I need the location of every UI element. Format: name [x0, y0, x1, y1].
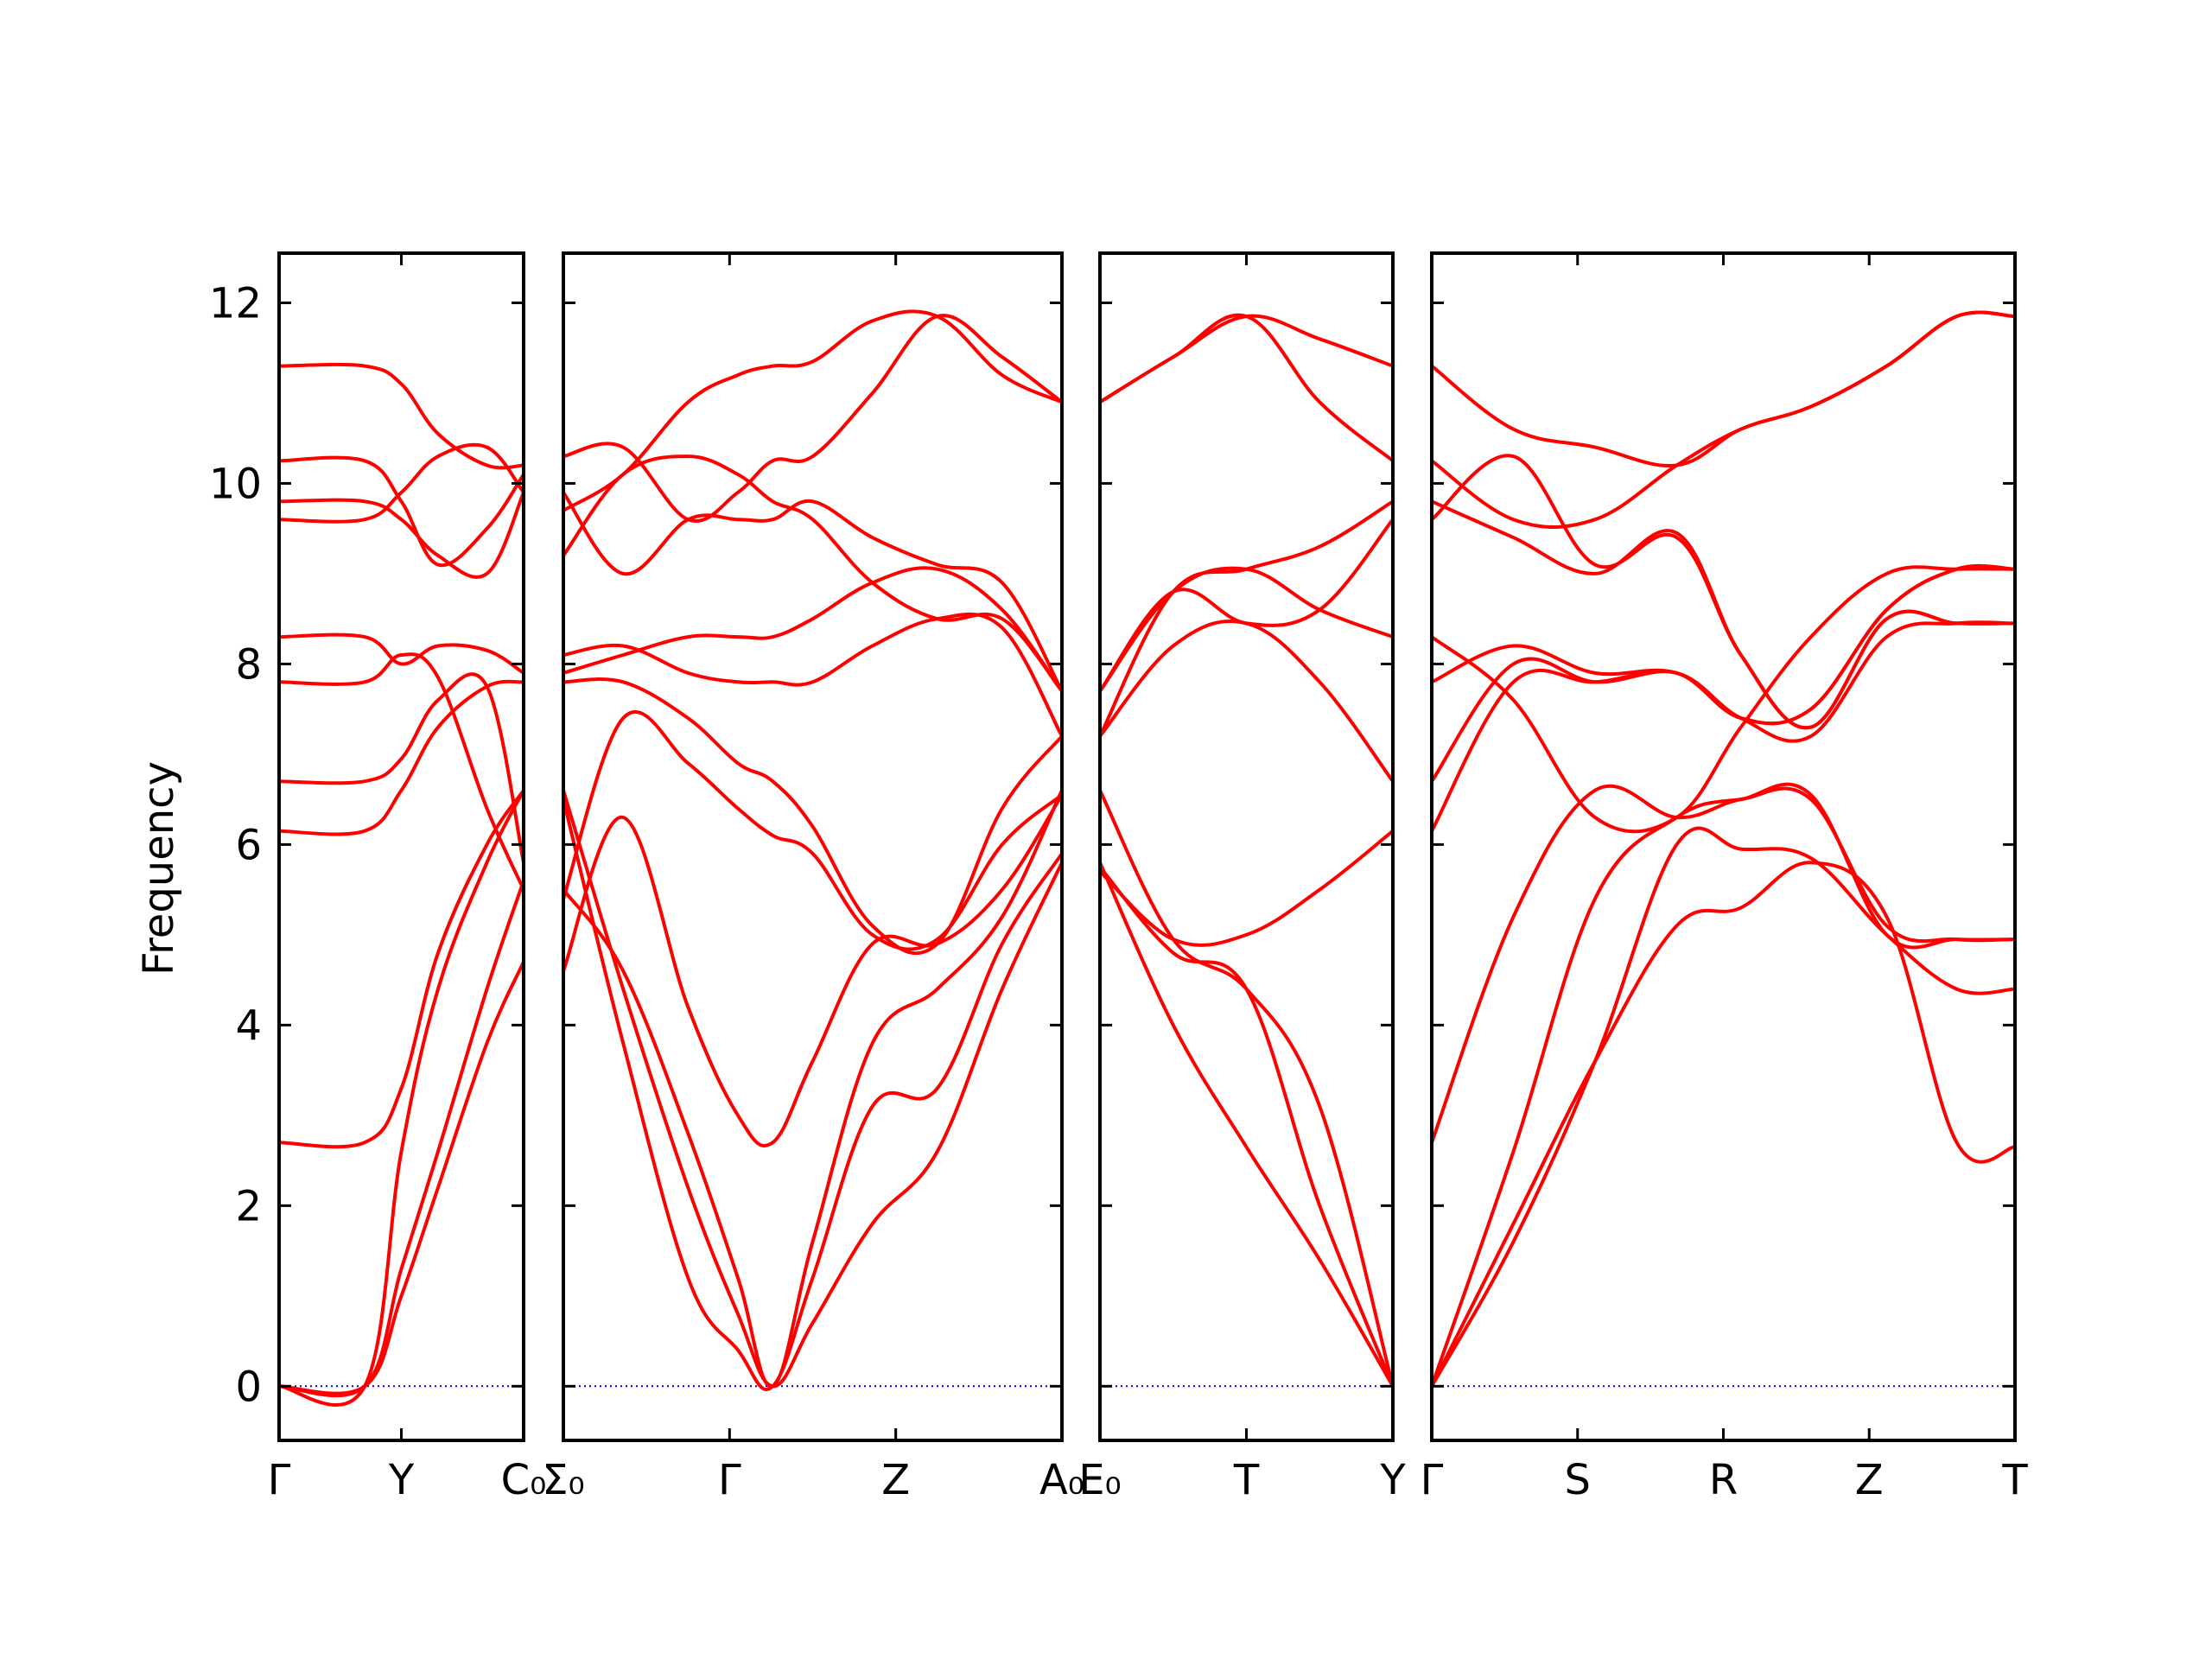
x-tick-label: S	[1565, 1456, 1591, 1504]
x-tick-label: A₀	[1039, 1456, 1084, 1504]
x-tick-label: T	[2001, 1456, 2028, 1504]
band-line-4-12	[1430, 310, 2017, 468]
band-line-1-4	[277, 788, 525, 1149]
band-line-1-7	[277, 652, 525, 892]
band-line-3-2	[1098, 865, 1395, 1389]
y-tick-label: 10	[209, 460, 262, 508]
band-line-2-2	[562, 798, 1064, 1391]
y-tick-label: 0	[235, 1363, 262, 1411]
x-tick-label: Γ	[718, 1456, 741, 1504]
band-line-2-6	[562, 677, 1064, 956]
band-line-3-10	[1098, 314, 1395, 404]
y-tick-label: 8	[235, 640, 262, 689]
y-tick-label: 2	[235, 1182, 262, 1230]
x-tick-label: R	[1709, 1456, 1738, 1504]
band-line-1-11	[277, 455, 525, 568]
band-line-2-11	[562, 314, 1064, 523]
band-line-2-3	[562, 788, 1064, 1389]
band-line-3-4	[1098, 829, 1395, 947]
band-line-2-1	[562, 788, 1064, 1389]
panel-frame-3	[1098, 251, 1395, 1442]
x-tick-label: E₀	[1078, 1456, 1122, 1504]
band-line-4-1	[1430, 861, 2017, 1389]
panel-frame-2	[562, 251, 1064, 1442]
band-line-2-9	[562, 454, 1064, 693]
x-tick-label: Y	[1379, 1456, 1406, 1504]
band-line-2-10	[562, 490, 1064, 693]
band-line-1-6	[277, 672, 525, 865]
band-line-1-10	[277, 490, 525, 579]
band-line-4-11	[1430, 310, 2017, 530]
band-line-4-8	[1430, 565, 2017, 834]
band-line-4-9	[1430, 454, 2017, 730]
band-line-1-1	[277, 879, 525, 1398]
band-line-4-10	[1430, 499, 2017, 730]
band-line-1-3	[277, 788, 525, 1407]
band-line-4-7	[1430, 563, 2017, 726]
x-tick-label: Γ	[268, 1456, 291, 1504]
band-line-1-2	[277, 960, 525, 1395]
band-line-1-9	[277, 442, 525, 524]
band-line-3-3	[1098, 788, 1395, 1389]
band-line-2-5	[562, 709, 1064, 951]
y-tick-label: 4	[235, 1001, 262, 1050]
band-line-1-8	[277, 632, 525, 675]
x-tick-label: Σ₀	[542, 1456, 585, 1504]
band-line-3-8	[1098, 566, 1395, 693]
band-lines-layer	[277, 309, 2017, 1407]
band-line-2-8	[562, 566, 1064, 693]
band-line-1-12	[277, 362, 525, 470]
band-line-2-4	[562, 792, 1064, 1148]
x-tick-label: Γ	[1421, 1456, 1444, 1504]
band-line-4-2	[1430, 826, 2017, 1389]
y-tick-label: 6	[235, 821, 262, 869]
band-line-3-7	[1098, 499, 1395, 738]
band-line-2-7	[562, 612, 1064, 738]
x-tick-label: Z	[1855, 1456, 1884, 1504]
band-line-3-9	[1098, 313, 1395, 463]
x-tick-label: Z	[881, 1456, 910, 1504]
x-tick-label: Y	[388, 1456, 415, 1504]
x-tick-label: C₀	[501, 1456, 547, 1504]
band-line-3-6	[1098, 518, 1395, 693]
band-line-3-1	[1098, 861, 1395, 1389]
band-line-2-12	[562, 309, 1064, 512]
x-tick-label: T	[1233, 1456, 1260, 1504]
band-line-3-5	[1098, 619, 1395, 784]
band-line-4-4	[1430, 782, 2017, 1145]
band-line-4-3	[1430, 786, 2017, 1389]
band-line-4-6	[1430, 563, 2017, 784]
y-tick-label: 12	[209, 279, 262, 327]
y-axis-label: Frequency	[135, 761, 183, 976]
